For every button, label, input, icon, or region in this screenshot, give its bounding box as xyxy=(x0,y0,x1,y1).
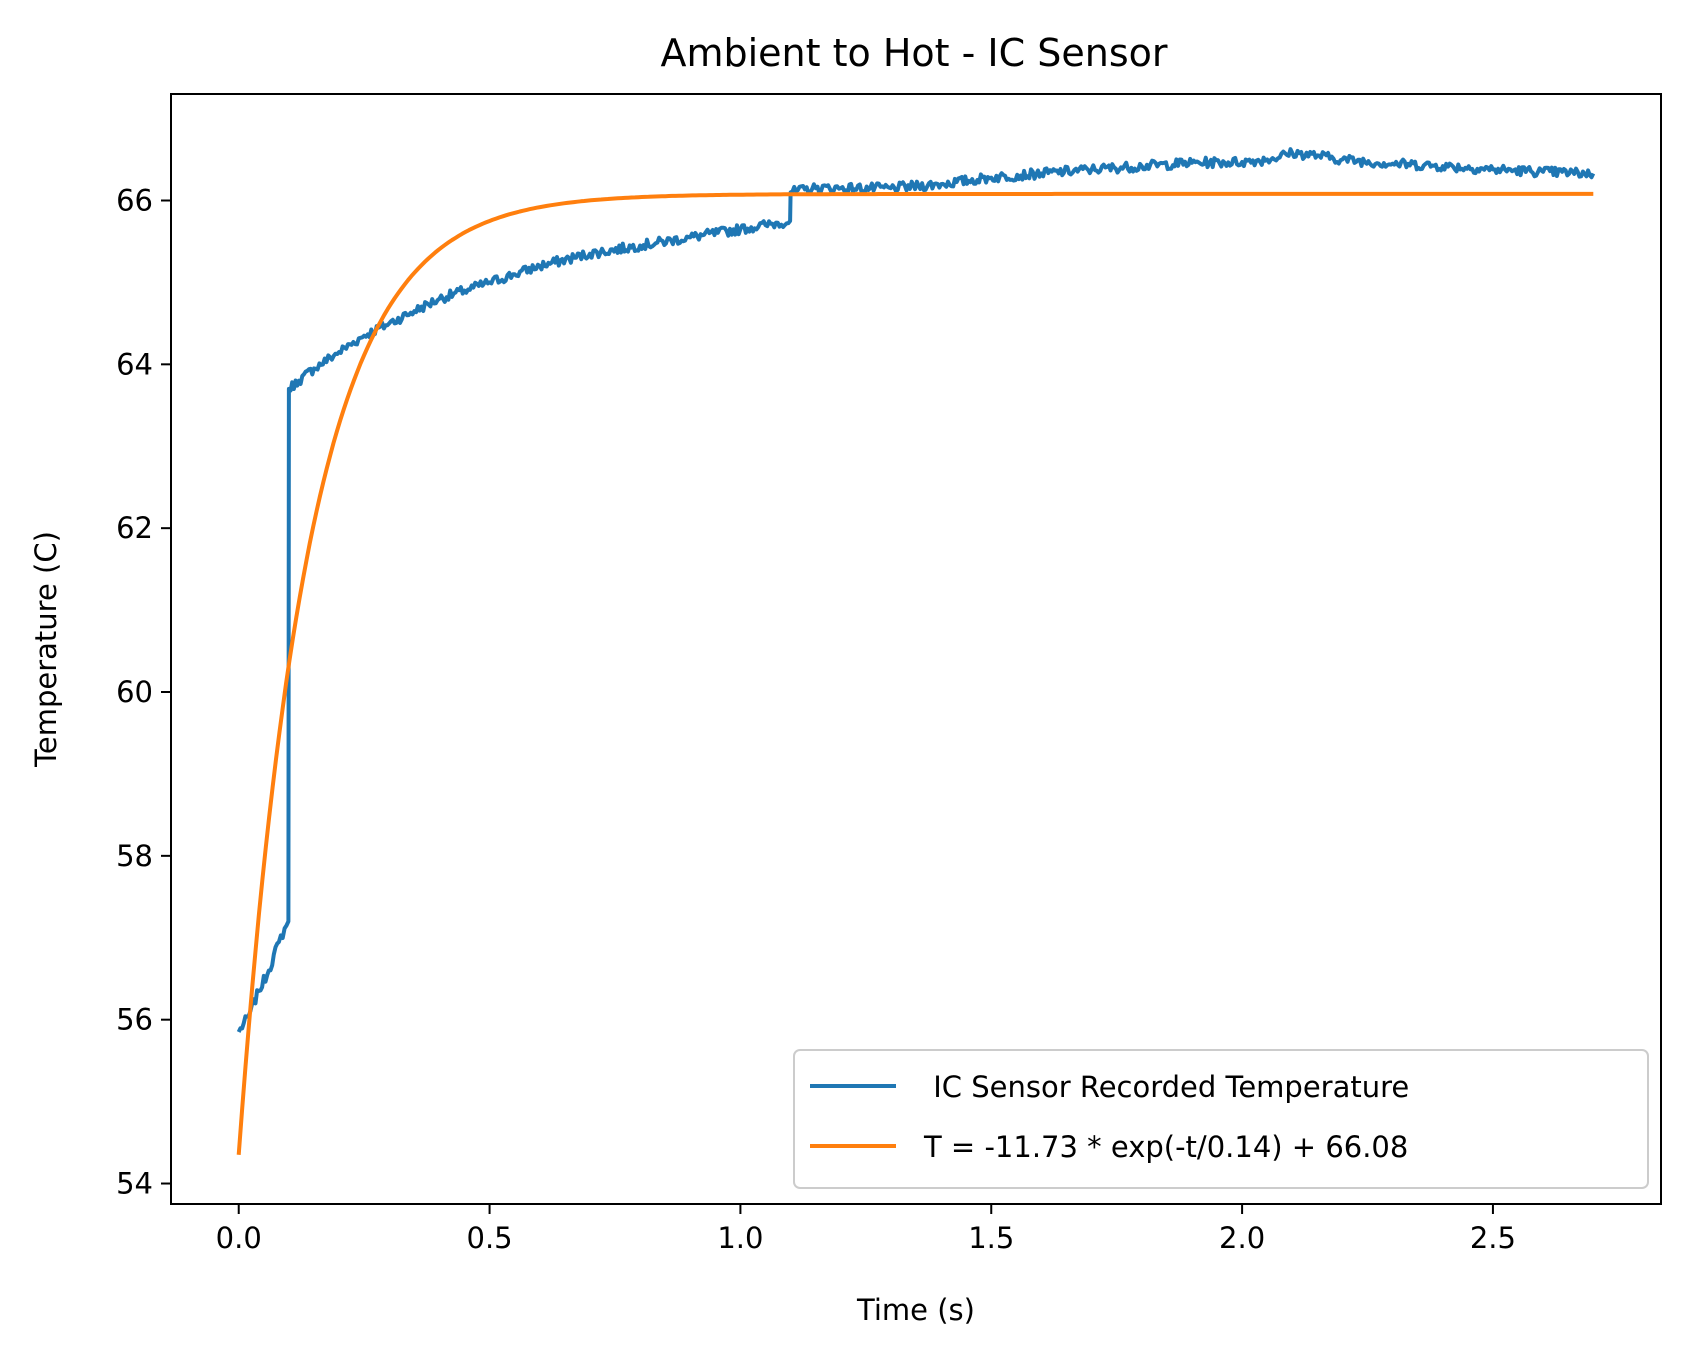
x-axis: 0.0 0.5 1.0 1.5 2.0 2.5 xyxy=(216,1204,1516,1255)
x-tick-label: 1.0 xyxy=(717,1221,763,1255)
x-tick-label: 0.5 xyxy=(467,1221,513,1255)
chart-title: Ambient to Hot - IC Sensor xyxy=(660,31,1167,75)
y-tick-label: 58 xyxy=(116,839,153,873)
y-tick-label: 54 xyxy=(116,1167,153,1201)
y-axis: 54 56 58 60 62 64 66 xyxy=(116,183,171,1201)
y-tick-label: 60 xyxy=(116,675,153,709)
x-axis-title: Time (s) xyxy=(856,1293,975,1327)
x-tick-label: 2.0 xyxy=(1219,1221,1265,1255)
y-tick-label: 56 xyxy=(116,1003,153,1037)
series-line-fit xyxy=(236,191,1594,1155)
y-tick-label: 62 xyxy=(116,511,153,545)
plot-area xyxy=(170,93,1662,1205)
y-axis-title: Temperature (C) xyxy=(29,531,63,768)
y-tick-label: 66 xyxy=(116,183,153,217)
x-tick-label: 2.5 xyxy=(1470,1221,1516,1255)
series-layer xyxy=(236,147,1596,1155)
legend-box xyxy=(793,1049,1649,1189)
x-tick-label: 0.0 xyxy=(216,1221,262,1255)
series-line-recorded xyxy=(236,147,1596,1033)
plot-frame xyxy=(170,93,1662,1205)
legend-label-recorded: IC Sensor Recorded Temperature xyxy=(924,1070,1409,1104)
y-tick-label: 64 xyxy=(116,347,153,381)
x-tick-label: 1.5 xyxy=(968,1221,1014,1255)
legend-label-fit: T = -11.73 * exp(-t/0.14) + 66.08 xyxy=(923,1130,1408,1164)
legend: IC Sensor Recorded Temperature T = -11.7… xyxy=(793,1049,1649,1189)
